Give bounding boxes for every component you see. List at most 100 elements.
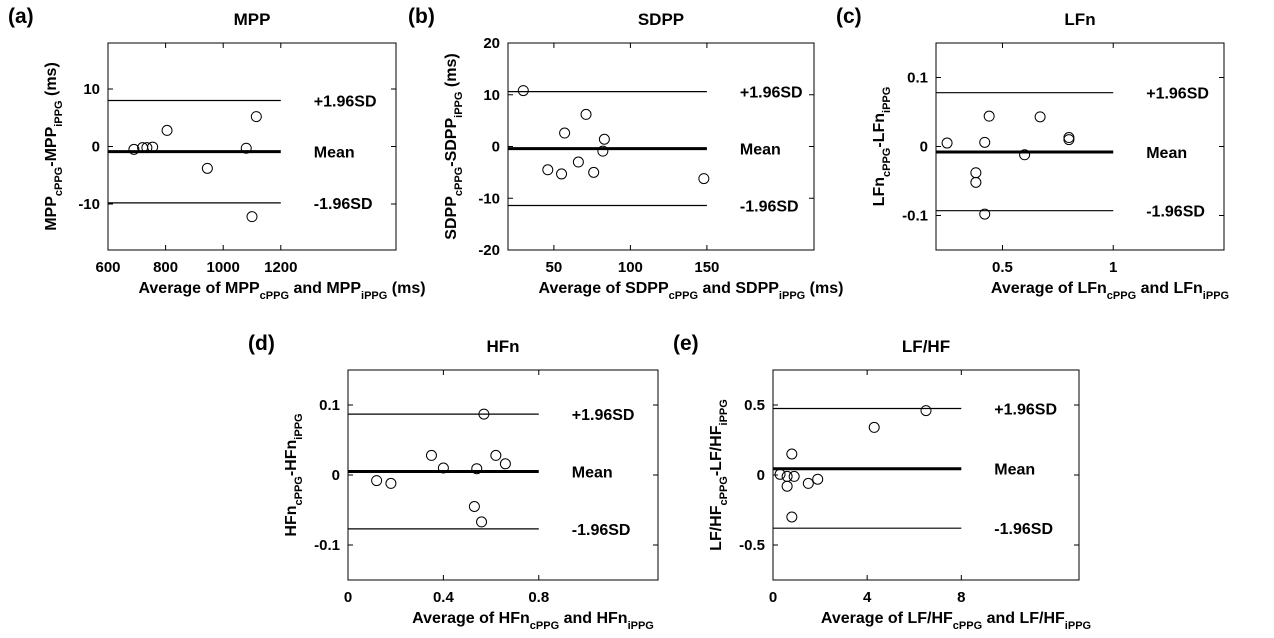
panel-title: LFn bbox=[1064, 10, 1095, 29]
data-point bbox=[468, 501, 480, 512]
panel-title: HFn bbox=[486, 337, 519, 356]
panel-c: (c) LFn 0.5 1 -0.1 0 0.1 +1.96SD Mean -1.96SD Aver… bbox=[836, 5, 1229, 302]
data-point bbox=[559, 127, 571, 139]
data-point bbox=[983, 110, 995, 122]
upper-limit-label: +1.96SD bbox=[1146, 86, 1209, 103]
y-axis-label: LFncPPG-LFniPPG bbox=[871, 87, 893, 207]
data-point bbox=[572, 156, 584, 168]
x-tick-label: 0.4 bbox=[433, 589, 455, 606]
data-point bbox=[437, 462, 449, 474]
data-point bbox=[499, 458, 511, 470]
data-point bbox=[246, 211, 258, 223]
panel-a: (a) MPP 600 800 1000 1200 -10 0 10 +1.96SD Mean -1.… bbox=[8, 5, 426, 302]
upper-limit-label: +1.96SD bbox=[314, 94, 377, 111]
x-tick-label: 1200 bbox=[264, 259, 297, 276]
x-tick-label: 8 bbox=[957, 589, 965, 606]
plot-frame bbox=[935, 42, 1225, 251]
data-point bbox=[517, 85, 529, 97]
x-tick-label: 150 bbox=[694, 259, 719, 276]
x-tick-label: 0 bbox=[344, 589, 352, 606]
x-axis-label: Average of SDPPcPPG and SDPPiPPG (ms) bbox=[539, 280, 844, 302]
data-point bbox=[979, 208, 991, 220]
data-point bbox=[471, 463, 483, 475]
panel-letter: (b) bbox=[408, 5, 435, 28]
lower-limit-label: -1.96SD bbox=[572, 522, 631, 539]
x-tick-label: 4 bbox=[863, 589, 872, 606]
y-tick-label: 0.5 bbox=[744, 397, 765, 414]
data-point bbox=[970, 176, 982, 188]
x-tick-label: 600 bbox=[95, 259, 120, 276]
x-tick-label: 0.8 bbox=[528, 589, 549, 606]
data-point bbox=[556, 168, 568, 180]
y-tick-label: 10 bbox=[83, 81, 100, 98]
data-point bbox=[476, 516, 488, 528]
y-tick-label: 0 bbox=[492, 139, 500, 156]
panel-b: (b) SDPP 50 100 150 -20 -10 0 10 20 +1.96SD Mean -1.… bbox=[408, 5, 843, 302]
x-axis-label: Average of HFncPPG and HFniPPG bbox=[412, 610, 654, 632]
lower-limit-label: -1.96SD bbox=[994, 521, 1053, 538]
data-point bbox=[161, 124, 173, 136]
data-point bbox=[1019, 149, 1031, 161]
data-point bbox=[979, 136, 991, 148]
x-axis-label: Average of MPPcPPG and MPPiPPG (ms) bbox=[138, 280, 425, 302]
data-point bbox=[920, 405, 932, 417]
upper-limit-label: +1.96SD bbox=[740, 85, 803, 102]
lower-limit-label: -1.96SD bbox=[314, 196, 373, 213]
y-tick-label: -0.1 bbox=[314, 537, 340, 554]
plot-frame bbox=[507, 42, 815, 251]
panel-letter: (a) bbox=[8, 5, 34, 28]
mean-label: Mean bbox=[740, 142, 781, 159]
data-point bbox=[588, 166, 600, 178]
x-axis-label: Average of LF/HFcPPG and LF/HFiPPG bbox=[821, 610, 1091, 632]
panel-letter: (e) bbox=[673, 332, 699, 355]
panel-title: MPP bbox=[234, 10, 271, 29]
upper-limit-label: +1.96SD bbox=[572, 407, 635, 424]
plot-frame bbox=[107, 42, 397, 251]
data-point bbox=[781, 470, 793, 482]
mean-label: Mean bbox=[1146, 145, 1187, 162]
y-tick-label: 20 bbox=[483, 35, 500, 52]
mean-label: Mean bbox=[572, 465, 613, 482]
data-point bbox=[1063, 132, 1075, 144]
data-point bbox=[385, 477, 397, 489]
data-point bbox=[425, 449, 437, 461]
lower-limit-label: -1.96SD bbox=[1146, 204, 1205, 221]
data-point bbox=[786, 448, 798, 460]
data-point bbox=[941, 137, 953, 149]
data-point bbox=[788, 470, 800, 482]
panel-letter: (c) bbox=[836, 5, 862, 28]
data-point bbox=[802, 477, 814, 489]
data-point bbox=[478, 408, 490, 420]
y-tick-label: -10 bbox=[78, 196, 100, 213]
y-axis-label: SDPPcPPG-SDPPiPPG (ms) bbox=[443, 53, 465, 239]
y-tick-label: 0 bbox=[92, 139, 100, 156]
data-point bbox=[490, 449, 502, 461]
x-tick-label: 100 bbox=[618, 259, 643, 276]
x-tick-label: 1000 bbox=[207, 259, 240, 276]
y-tick-label: 0 bbox=[757, 467, 765, 484]
data-point bbox=[812, 473, 824, 485]
y-axis-label: MPPcPPG-MPPiPPG (ms) bbox=[43, 62, 65, 231]
data-point bbox=[1034, 111, 1046, 123]
y-tick-label: 10 bbox=[483, 87, 500, 104]
y-tick-label: -0.5 bbox=[739, 537, 765, 554]
y-tick-label: -20 bbox=[478, 242, 500, 259]
x-tick-label: 800 bbox=[153, 259, 178, 276]
mean-label: Mean bbox=[314, 145, 355, 162]
data-point bbox=[786, 511, 798, 523]
data-point bbox=[580, 108, 592, 120]
panel-letter: (d) bbox=[248, 332, 275, 355]
panel-title: LF/HF bbox=[902, 337, 950, 356]
data-point bbox=[698, 173, 710, 185]
data-point bbox=[371, 475, 383, 487]
data-point bbox=[868, 421, 880, 433]
data-point bbox=[128, 143, 140, 155]
y-axis-label: HFncPPG-HFniPPG bbox=[283, 413, 305, 536]
panel-e: (e) LF/HF 0 4 8 -0.5 0 0.5 +1.96SD Mean -1.96SD Ave… bbox=[673, 332, 1091, 632]
y-tick-label: 0 bbox=[920, 139, 928, 156]
data-point bbox=[240, 142, 252, 154]
plot-frame bbox=[347, 369, 659, 581]
x-tick-label: 1 bbox=[1109, 259, 1117, 276]
x-axis-label: Average of LFncPPG and LFniPPG bbox=[991, 280, 1229, 302]
